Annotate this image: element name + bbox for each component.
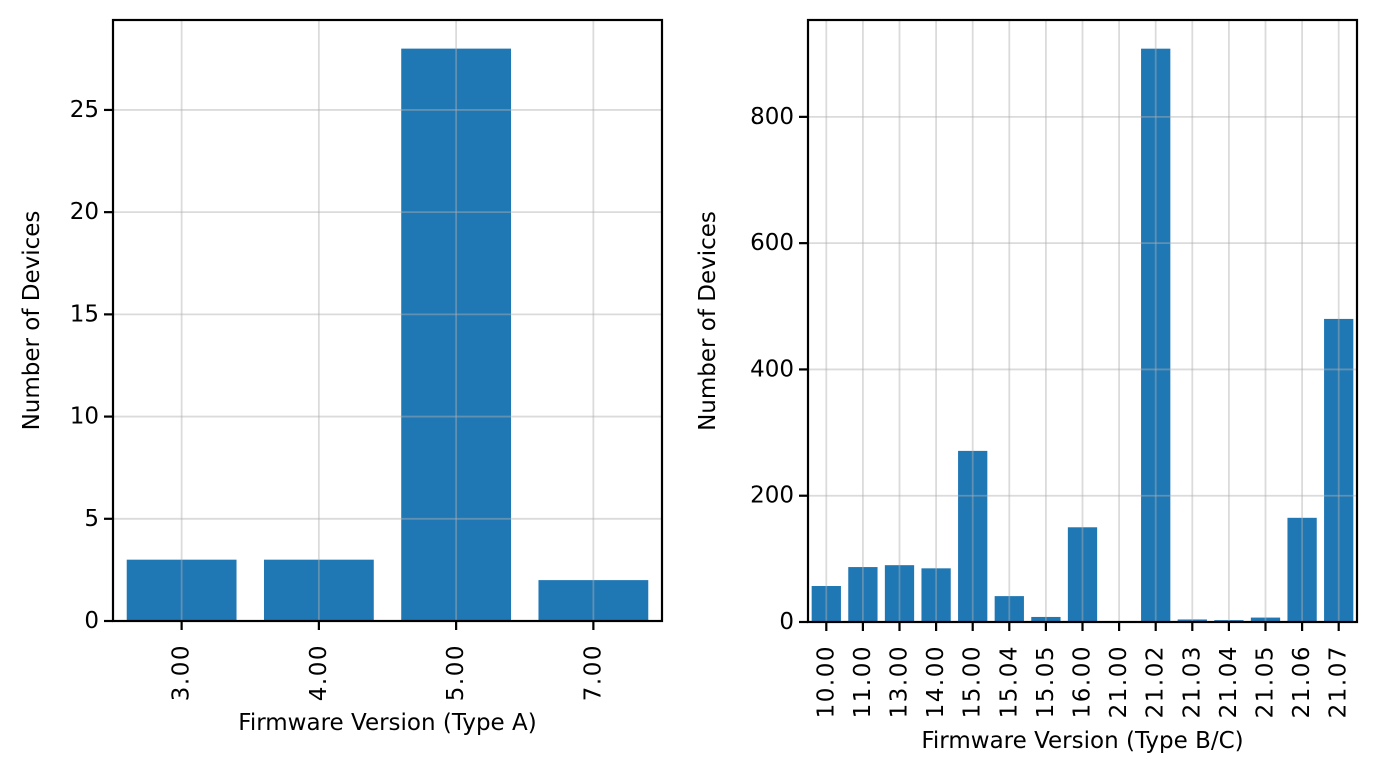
x-tick-label: 21.00 [1106,645,1132,718]
y-tick-label: 15 [70,301,99,327]
firmware-type-bc-bar-chart: 0 200 400 600 800 10.00 11.00 13.00 14.00 15.00 15… [690,0,1379,780]
x-tick-label: 15.00 [960,645,986,718]
bar-4.00 [263,559,374,621]
y-axis-label: Number of Devices [695,211,721,431]
bar-13.00 [884,565,915,622]
x-tick-label: 21.07 [1326,645,1352,718]
bar-15.00 [958,450,988,622]
x-tick-label: 21.05 [1253,645,1279,718]
x-tick-label: 21.03 [1179,645,1205,718]
bar-21.05 [1250,617,1281,622]
y-tick-label: 20 [70,199,99,225]
y-tick-label: 0 [84,608,99,634]
x-tick-label: 15.04 [996,645,1022,718]
firmware-type-a-bar-chart: 0 5 10 15 20 25 3.00 4.00 5.00 7.00 Firmware Versi… [19,18,664,736]
x-tick-label: 11.00 [850,645,876,718]
x-tick-label: 4.00 [306,644,332,701]
y-tick-label: 0 [779,609,794,635]
bar-11.00 [848,567,878,622]
x-tick-label: 7.00 [580,644,606,701]
x-axis-label: Firmware Version (Type A) [238,710,536,736]
y-tick-label: 25 [70,97,99,123]
axes-spines [111,18,664,623]
x-tick-label: 21.04 [1216,645,1242,718]
bar-21.02 [1141,48,1171,622]
bar-5.00 [401,48,512,622]
x-tick-label: 10.00 [813,645,839,718]
x-tick-label: 14.00 [923,645,949,718]
x-axis-label: Firmware Version (Type B/C) [921,728,1243,754]
y-tick-label: 600 [750,230,794,256]
y-tick-label: 200 [750,483,794,509]
bar-15.05 [1031,616,1061,622]
bar-21.06 [1287,517,1317,622]
x-tick-label: 21.06 [1289,645,1315,718]
firmware-type-bc-bar-chart-svg: 0 200 400 600 800 10.00 11.00 13.00 14.00 15.00 15… [695,18,1359,754]
x-tick-label: 13.00 [887,645,913,718]
x-tick-label: 5.00 [443,644,469,701]
firmware-type-a-bar-chart-svg: 0 5 10 15 20 25 3.00 4.00 5.00 7.00 Firmware Versi… [19,18,664,736]
bar-16.00 [1067,527,1098,622]
y-tick-label: 800 [750,104,794,130]
bar-10.00 [811,586,841,622]
bar-21.03 [1177,619,1207,622]
y-tick-label: 10 [70,404,99,430]
y-axis-label: Number of Devices [19,211,45,431]
x-tick-label: 15.05 [1033,645,1059,718]
bar-15.04 [994,596,1024,622]
bar-21.07 [1324,318,1354,622]
x-tick-label: 3.00 [169,644,195,701]
bar-3.00 [126,559,237,621]
x-tick-label: 16.00 [1070,645,1096,718]
y-tick-label: 400 [750,356,794,382]
x-tick-label: 21.02 [1143,645,1169,718]
y-tick-label: 5 [84,506,99,532]
bar-14.00 [921,568,951,622]
bar-7.00 [538,580,649,621]
axes-spines [806,18,1359,624]
